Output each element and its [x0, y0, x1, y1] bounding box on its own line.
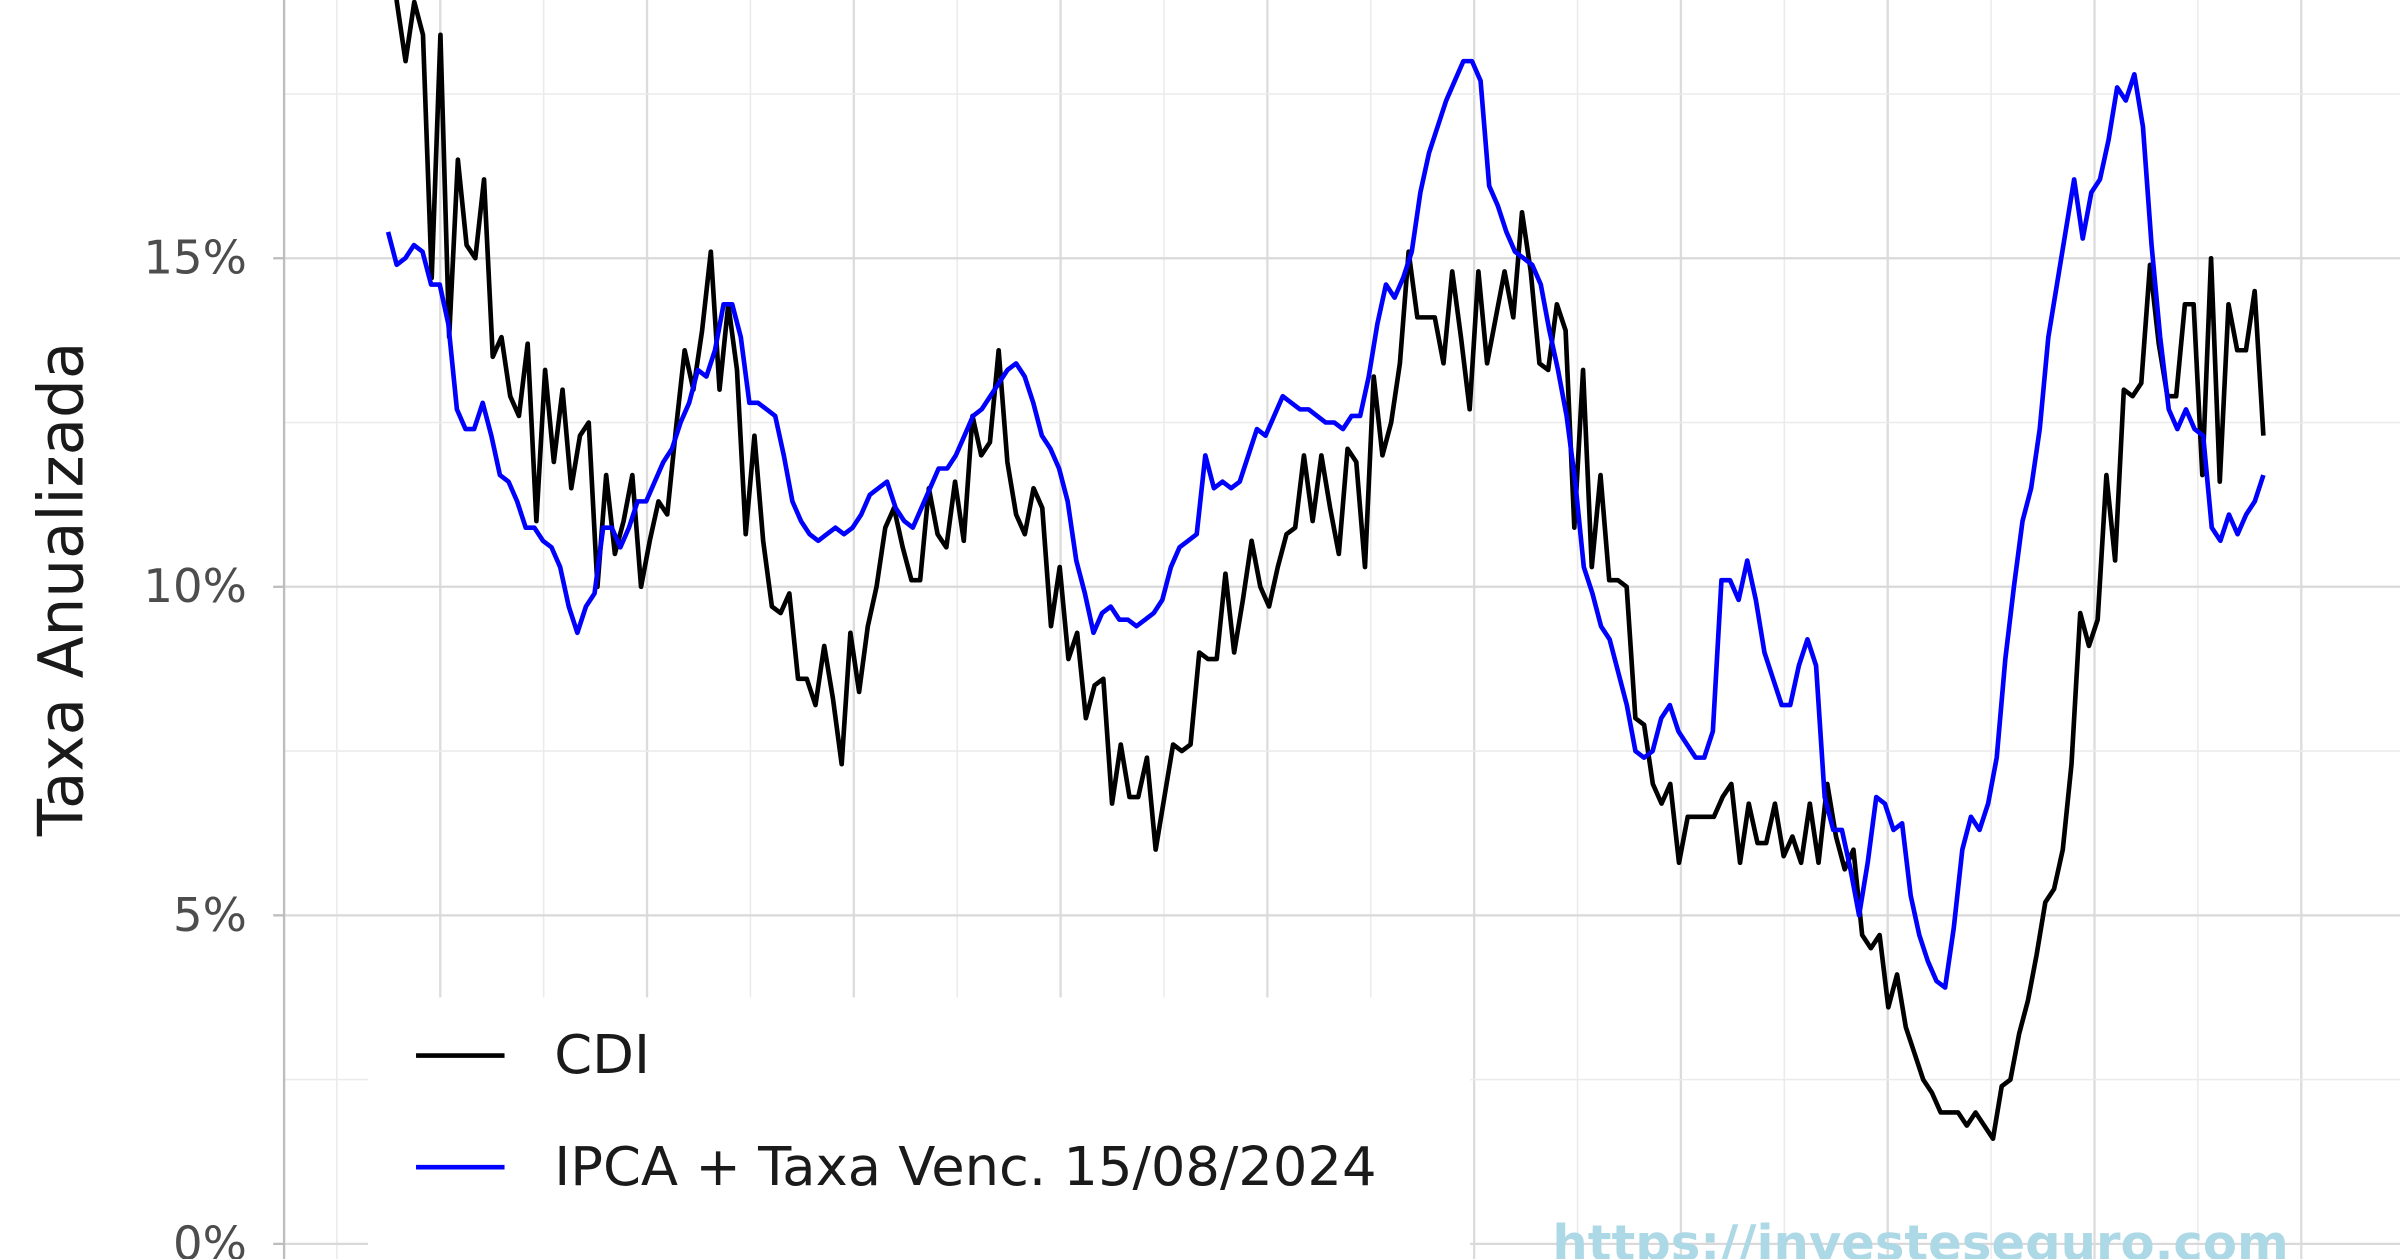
watermark: https://investeseguro.com	[1552, 1215, 2288, 1259]
y-axis-title: Taxa Anualizada	[25, 342, 98, 838]
y-tick-label: 10%	[143, 560, 246, 614]
series-line	[394, 0, 2266, 1142]
legend-label: IPCA + Taxa Venc. 15/08/2024	[554, 1135, 1376, 1198]
y-tick-label: 0%	[173, 1217, 247, 1259]
series-line	[385, 58, 2266, 990]
legend-label: CDI	[554, 1024, 650, 1087]
y-tick-label: 15%	[143, 231, 246, 285]
y-tick-label: 5%	[173, 888, 247, 942]
legend-box	[367, 997, 1471, 1259]
